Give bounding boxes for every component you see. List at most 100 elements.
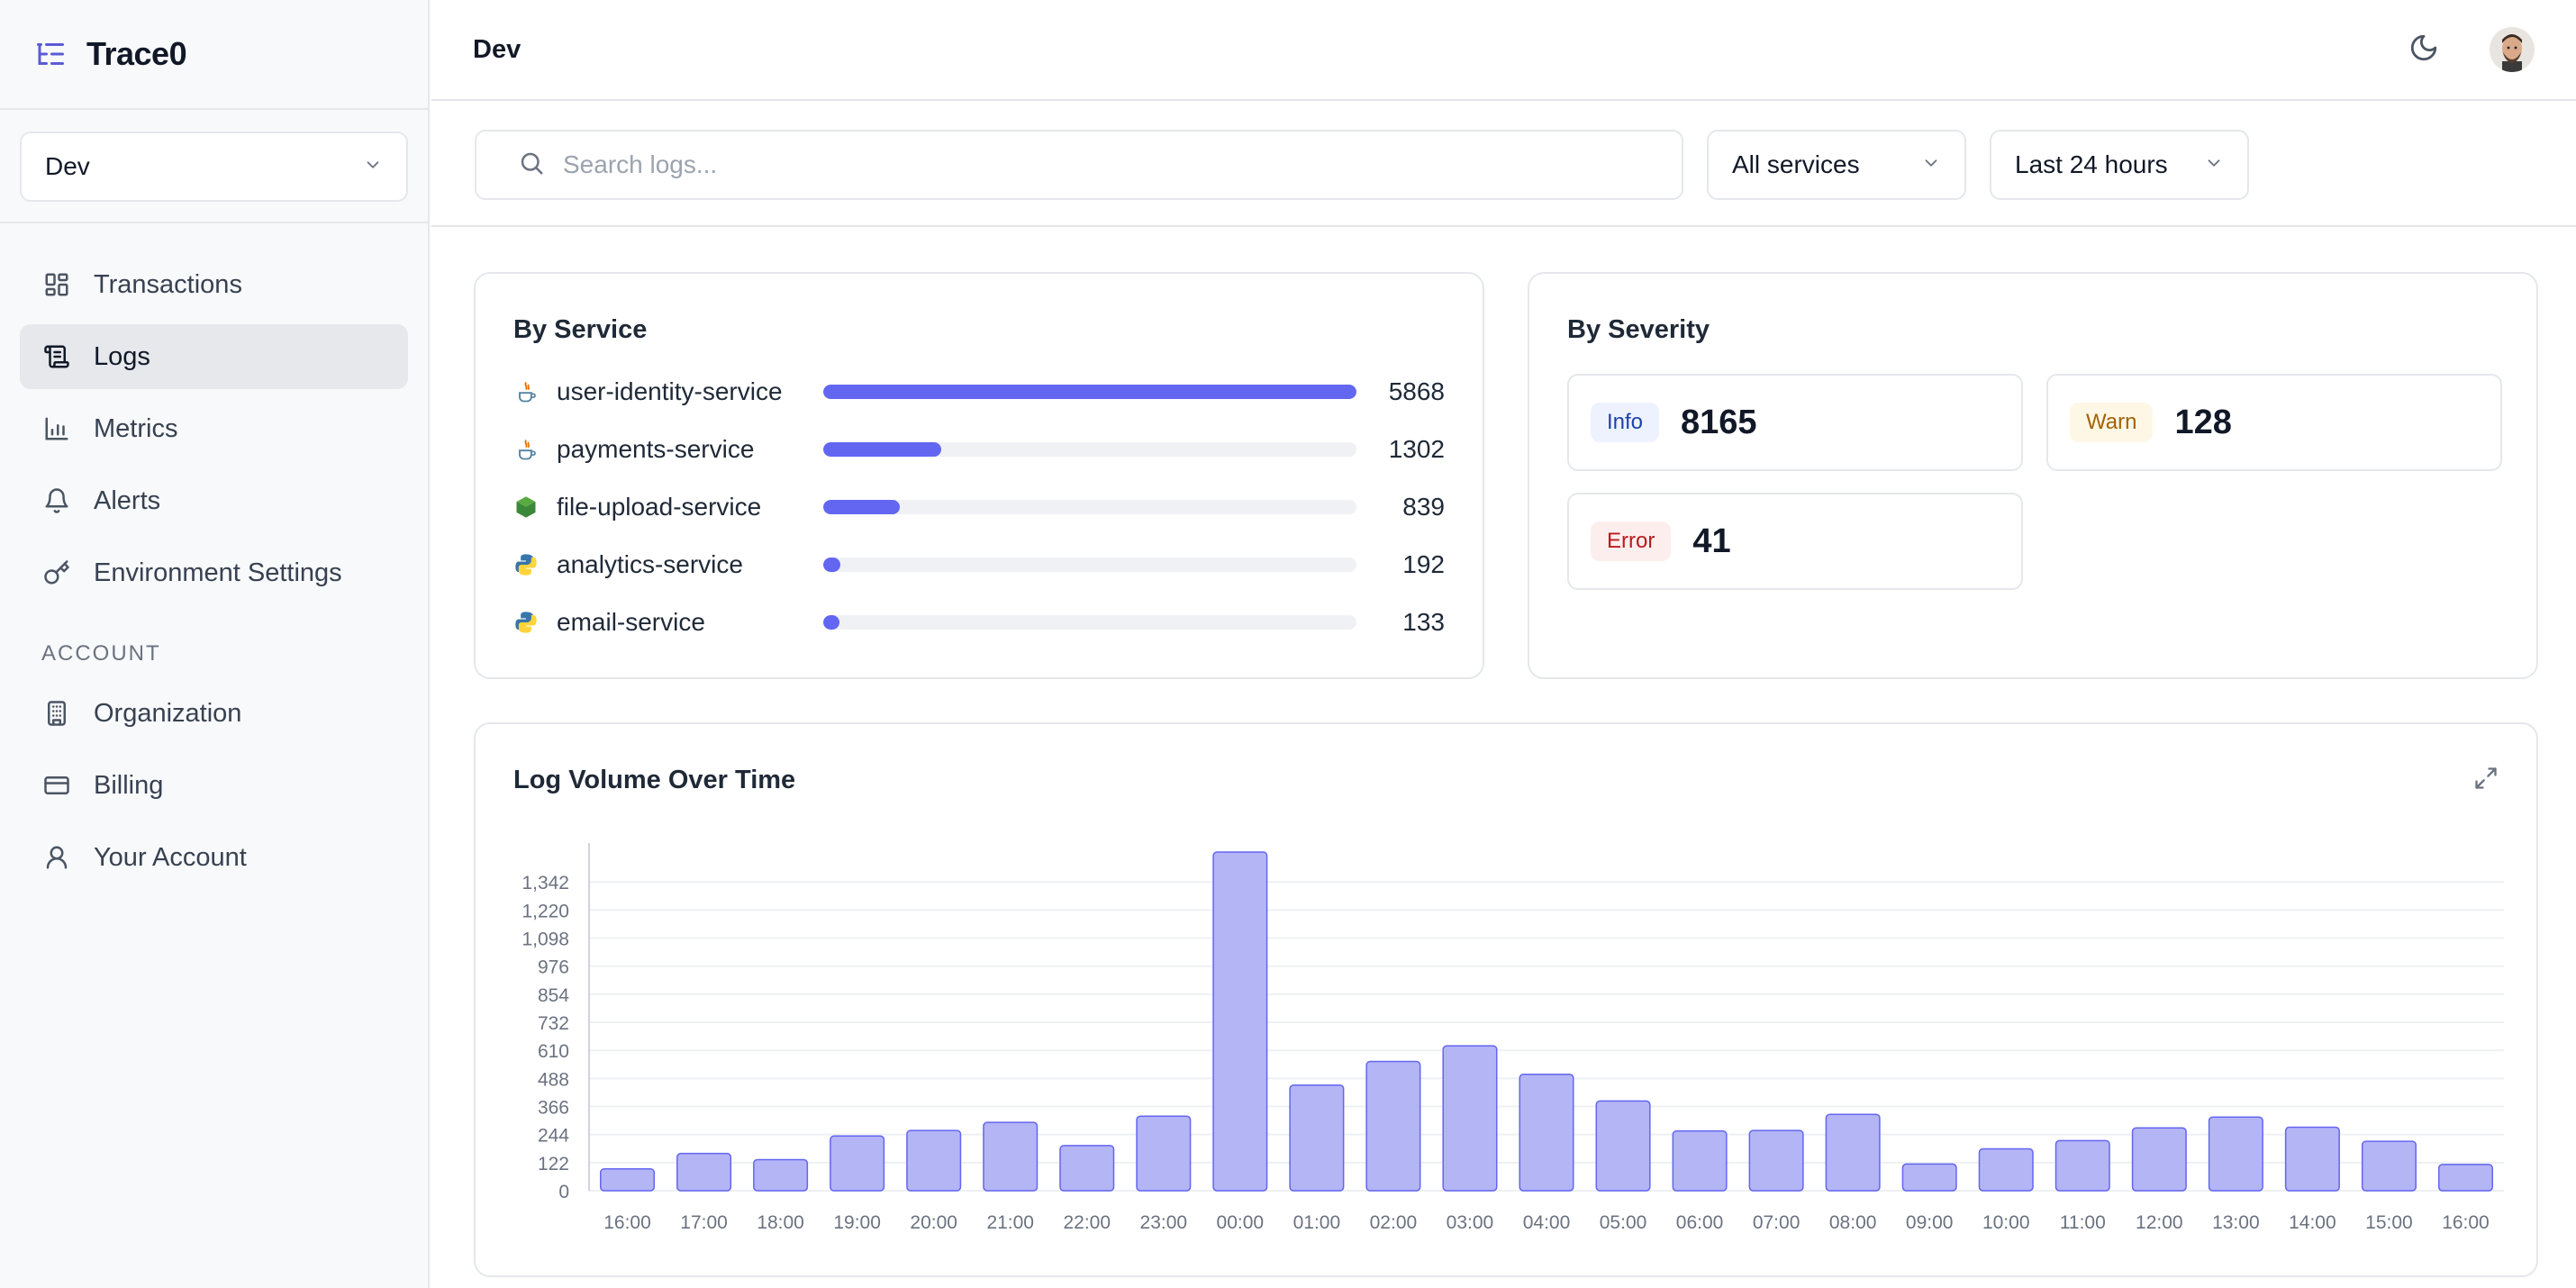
list-tree-icon (34, 38, 67, 70)
java-icon (513, 437, 539, 462)
service-bar-fill (823, 615, 839, 630)
x-tick-label: 11:00 (2060, 1212, 2106, 1233)
avatar[interactable] (2490, 27, 2535, 72)
y-tick-label: 732 (538, 1013, 569, 1034)
environment-select[interactable]: Dev (20, 132, 408, 202)
volume-bar (1595, 1100, 1651, 1192)
volume-bar (600, 1167, 656, 1192)
bell-icon (41, 485, 72, 516)
service-row[interactable]: analytics-service 192 (513, 536, 1445, 594)
volume-bar (1672, 1129, 1728, 1192)
expand-icon[interactable] (2473, 766, 2499, 795)
nav-item-label: Metrics (94, 413, 178, 443)
moon-icon[interactable] (2408, 32, 2439, 68)
service-row[interactable]: payments-service 1302 (513, 421, 1445, 478)
x-tick-label: 22:00 (1063, 1212, 1111, 1233)
service-name: analytics-service (557, 550, 743, 578)
x-tick-label: 17:00 (680, 1212, 728, 1233)
x-tick-label: 23:00 (1140, 1212, 1188, 1233)
severity-error[interactable]: Error 41 (1567, 493, 2023, 590)
severity-warn[interactable]: Warn 128 (2046, 374, 2502, 471)
account-section-header: ACCOUNT (41, 641, 161, 666)
volume-bar (1901, 1163, 1957, 1192)
service-count: 192 (1402, 550, 1445, 578)
volume-bar (1212, 851, 1268, 1192)
volume-bar (983, 1121, 1039, 1192)
by-severity-card: By Severity Info 8165 Warn 128 Error 41 (1528, 272, 2538, 679)
x-tick-label: 16:00 (603, 1212, 651, 1233)
severity-grid: Info 8165 Warn 128 Error 41 (1567, 374, 2502, 590)
volume-bar (1289, 1084, 1345, 1192)
python-icon (513, 610, 539, 635)
volume-bar (2208, 1116, 2263, 1192)
x-tick-label: 00:00 (1217, 1212, 1265, 1233)
grid-icon (41, 269, 72, 300)
volume-bar (1059, 1145, 1115, 1192)
y-tick-label: 244 (538, 1126, 569, 1147)
service-bar-fill (823, 385, 1356, 399)
main-nav: Transactions Logs Metrics Alerts Environ… (0, 223, 428, 890)
nav-item-environment-settings[interactable]: Environment Settings (20, 540, 408, 605)
logs-icon (41, 341, 72, 372)
x-tick-label: 04:00 (1523, 1212, 1571, 1233)
nav-item-logs[interactable]: Logs (20, 324, 408, 389)
volume-bar (753, 1158, 809, 1192)
app-name: Trace0 (86, 35, 187, 72)
x-tick-label: 09:00 (1906, 1212, 1954, 1233)
severity-count: 41 (1692, 522, 1731, 560)
service-name: email-service (557, 608, 705, 636)
volume-bar (906, 1129, 962, 1192)
building-icon (41, 698, 72, 729)
nav-item-metrics[interactable]: Metrics (20, 396, 408, 461)
volume-bar (676, 1152, 732, 1192)
nav-item-organization[interactable]: Organization (20, 681, 408, 746)
volume-bar (1825, 1113, 1881, 1192)
y-tick-label: 610 (538, 1041, 569, 1062)
time-range-select[interactable]: Last 24 hours (1990, 130, 2249, 200)
service-bar-fill (823, 558, 841, 572)
nav-item-label: Your Account (94, 842, 247, 872)
severity-count: 128 (2174, 403, 2232, 441)
chevron-down-icon (363, 152, 383, 181)
filter-bar: All services Last 24 hours (431, 101, 2576, 227)
volume-bar (2284, 1126, 2340, 1192)
nav-item-billing[interactable]: Billing (20, 753, 408, 818)
environment-select-value: Dev (45, 152, 90, 180)
page-title: Dev (473, 34, 522, 64)
x-tick-label: 19:00 (833, 1212, 881, 1233)
service-row[interactable]: user-identity-service 5868 (513, 363, 1445, 421)
nav-item-alerts[interactable]: Alerts (20, 468, 408, 533)
service-row[interactable]: email-service 133 (513, 594, 1445, 651)
volume-bar (1365, 1060, 1421, 1192)
x-tick-label: 08:00 (1829, 1212, 1877, 1233)
service-row[interactable]: file-upload-service 839 (513, 478, 1445, 536)
volume-bar (1748, 1129, 1804, 1192)
x-tick-label: 20:00 (910, 1212, 957, 1233)
service-name: payments-service (557, 435, 755, 463)
nav-item-transactions[interactable]: Transactions (20, 252, 408, 317)
volume-bar (1519, 1074, 1574, 1192)
credit-card-icon (41, 770, 72, 801)
volume-bar (2054, 1139, 2110, 1192)
time-range-select-value: Last 24 hours (2015, 150, 2168, 178)
nav-item-your-account[interactable]: Your Account (20, 825, 408, 890)
x-tick-label: 01:00 (1293, 1212, 1341, 1233)
service-select[interactable]: All services (1707, 130, 1966, 200)
chevron-down-icon (2204, 150, 2224, 179)
service-bar-track (823, 615, 1356, 630)
nav-item-label: Organization (94, 698, 242, 728)
service-bar-fill (823, 500, 900, 514)
x-tick-label: 03:00 (1447, 1212, 1494, 1233)
x-tick-label: 15:00 (2365, 1212, 2413, 1233)
search-input[interactable] (563, 150, 1644, 179)
y-tick-label: 854 (538, 985, 569, 1006)
severity-info[interactable]: Info 8165 (1567, 374, 2023, 471)
search-box[interactable] (475, 130, 1683, 200)
log-volume-title: Log Volume Over Time (513, 766, 796, 794)
log-volume-card: Log Volume Over Time 0 122 244 366 488 610 732… (474, 722, 2538, 1277)
brand[interactable]: Trace0 (0, 0, 428, 110)
service-count: 133 (1402, 608, 1445, 636)
volume-bar (1442, 1045, 1498, 1192)
service-name: user-identity-service (557, 377, 783, 405)
service-bar-fill (823, 442, 942, 457)
